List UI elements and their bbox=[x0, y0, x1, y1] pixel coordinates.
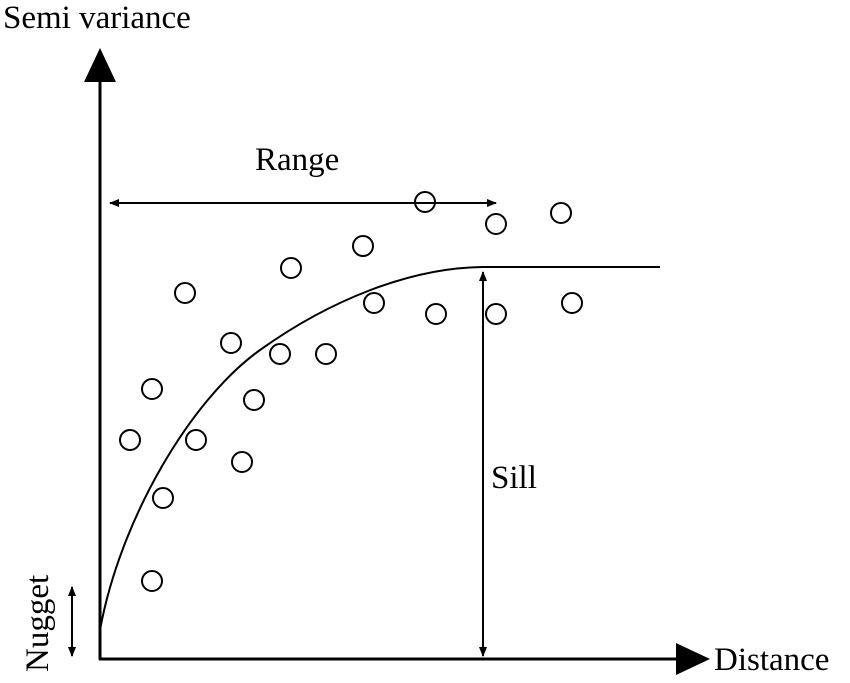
data-point bbox=[363, 292, 385, 314]
data-point bbox=[561, 292, 583, 314]
data-point bbox=[220, 332, 242, 354]
y-axis-arrowhead bbox=[84, 48, 116, 82]
data-point bbox=[174, 282, 196, 304]
data-point bbox=[425, 303, 447, 325]
data-point bbox=[141, 570, 163, 592]
sill-label: Sill bbox=[491, 460, 537, 496]
data-point bbox=[315, 343, 337, 365]
data-point bbox=[485, 303, 507, 325]
x-axis-arrowhead bbox=[676, 643, 710, 675]
data-point bbox=[414, 191, 436, 213]
range-label: Range bbox=[255, 142, 339, 178]
empirical-points bbox=[119, 191, 583, 592]
data-point bbox=[141, 378, 163, 400]
data-point bbox=[231, 451, 253, 473]
variogram-model-curve bbox=[99, 266, 660, 631]
y-axis-label: Semi variance bbox=[3, 0, 191, 36]
nugget-label: Nugget bbox=[20, 575, 56, 672]
data-point bbox=[550, 202, 572, 224]
x-axis-label: Distance bbox=[714, 642, 829, 678]
data-point bbox=[152, 487, 174, 509]
data-point bbox=[119, 429, 141, 451]
data-point bbox=[352, 235, 374, 257]
data-point bbox=[269, 343, 291, 365]
data-point bbox=[185, 429, 207, 451]
data-point bbox=[280, 257, 302, 279]
data-point bbox=[243, 389, 265, 411]
data-point bbox=[485, 213, 507, 235]
